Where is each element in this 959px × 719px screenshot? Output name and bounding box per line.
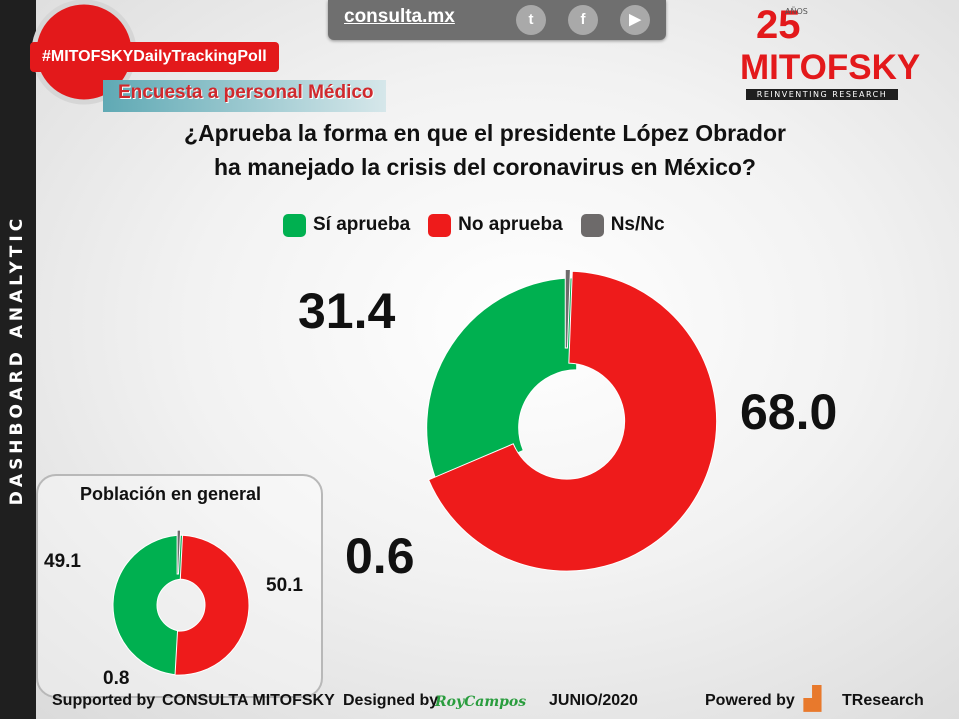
site-link[interactable]: consulta.mx xyxy=(344,6,455,27)
main-slice-ns-nc xyxy=(564,270,571,349)
question: ¿Aprueba la forma en que el presidente L… xyxy=(160,116,810,184)
main-value-label-ns-nc: 0.6 xyxy=(345,528,415,584)
side-label: DASHBOARD ANALYTIC xyxy=(7,214,27,506)
main-slice-aprueba xyxy=(426,277,578,488)
small-slice-aprueba xyxy=(112,534,184,676)
legend-label-aprueba: Sí aprueba xyxy=(313,214,411,235)
facebook-icon[interactable]: f xyxy=(568,5,598,35)
survey-tag-label: Encuesta a personal Médico xyxy=(118,82,374,103)
legend-swatch-aprueba xyxy=(283,213,306,237)
footer-powered-by: Powered by xyxy=(705,692,795,709)
legend-label-no-aprueba: No aprueba xyxy=(458,214,563,235)
small-slice-no-aprueba xyxy=(174,534,250,676)
small-value-label-no-aprueba: 50.1 xyxy=(266,575,303,596)
small-slice-ns-nc xyxy=(176,530,182,575)
footer-sponsor: CONSULTA MITOFSKY xyxy=(162,692,335,709)
twitter-icon[interactable]: t xyxy=(516,5,546,35)
main-value-label-no-aprueba: 68.0 xyxy=(740,384,838,440)
main-value-label-aprueba: 31.4 xyxy=(298,283,396,339)
main-donut-chart xyxy=(426,270,718,572)
legend-item-ns-nc: Ns/Nc xyxy=(580,213,665,237)
main-slice-no-aprueba xyxy=(427,270,718,572)
general-population-title: Población en general xyxy=(80,484,262,504)
question-line-1: ¿Aprueba la forma en que el presidente L… xyxy=(184,120,786,146)
small-value-label-ns-nc: 0.8 xyxy=(103,668,130,689)
logo-anos: AÑOS xyxy=(785,7,808,16)
youtube-icon[interactable]: ▶ xyxy=(620,5,650,35)
footer-date: JUNIO/2020 xyxy=(549,692,638,709)
footer-supported-by: Supported by xyxy=(52,692,156,709)
tresearch-logo-icon: ▟ xyxy=(804,686,821,711)
side-bar: DASHBOARD ANALYTIC xyxy=(0,0,36,719)
top-bar: consulta.mx t f ▶ xyxy=(328,0,666,40)
legend-swatch-no-aprueba xyxy=(428,213,452,237)
legend-label-ns-nc: Ns/Nc xyxy=(610,214,665,235)
footer: Supported by CONSULTA MITOFSKY Designed … xyxy=(52,686,952,718)
logo-tagline: REINVENTING RESEARCH xyxy=(746,89,898,100)
legend-item-no-aprueba: No aprueba xyxy=(428,213,563,237)
footer-designed-by: Designed by xyxy=(343,692,439,709)
hashtag-label: #MITOFSKYDailyTrackingPoll xyxy=(30,42,279,72)
footer-powered-brand: TResearch xyxy=(842,692,924,709)
general-population-donut xyxy=(112,530,250,676)
survey-tag xyxy=(103,80,386,112)
legend-item-aprueba: Sí aprueba xyxy=(283,213,411,237)
logo-name: MITOFSKY xyxy=(740,48,921,87)
footer-designer: RoyCampos xyxy=(435,694,527,710)
small-value-label-aprueba: 49.1 xyxy=(44,551,81,572)
question-line-2: ha manejado la crisis del coronavirus en… xyxy=(214,154,756,180)
legend: Sí aprueba No aprueba Ns/Nc xyxy=(283,210,683,240)
logo-years: 25 xyxy=(756,3,801,47)
legend-swatch-ns-nc xyxy=(580,213,604,237)
